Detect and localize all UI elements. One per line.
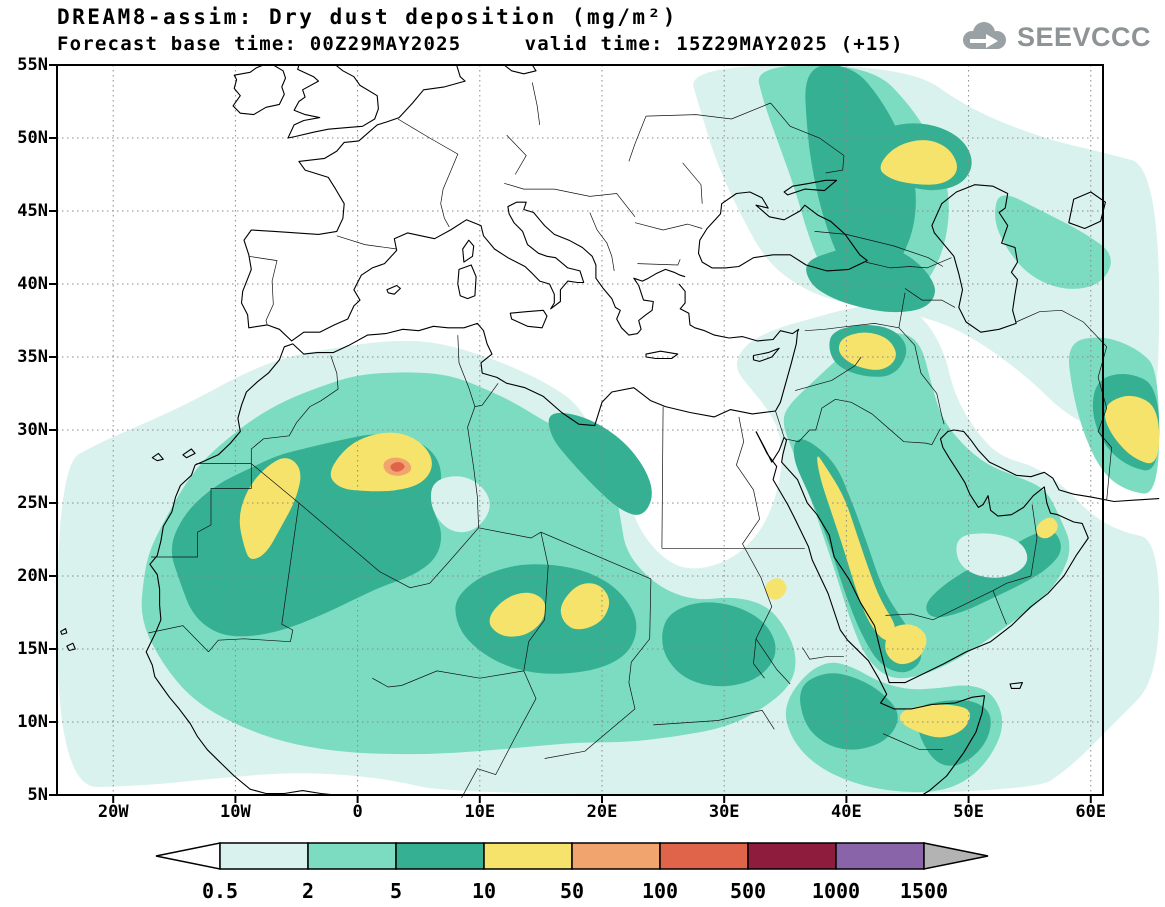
dust-region-band-3 [662, 602, 776, 687]
axis-ticks [49, 64, 1092, 803]
colorbar-legend: 0.5 2 5 10 50 100 500 1000 1500 [150, 842, 1030, 907]
coastlines [60, 64, 1160, 796]
colorbar-svg: 0.5 2 5 10 50 100 500 1000 1500 [155, 842, 989, 903]
dust-region-band-4 [900, 704, 970, 738]
lat-label: 30N [17, 420, 48, 440]
colorbar-label: 0.5 [202, 879, 238, 903]
lon-label: 40E [831, 802, 862, 822]
dust-region-band-4 [489, 592, 546, 637]
dust-region-band-3 [800, 673, 898, 750]
dust-region-band-1 [430, 476, 490, 533]
colorbar-arrow-left [155, 842, 221, 870]
dust-region-band-4 [885, 624, 927, 665]
grid-lines [57, 65, 1103, 795]
colorbar-label: 1000 [812, 879, 860, 903]
dust-region-band-4 [560, 583, 610, 630]
lon-label: 20W [97, 802, 129, 822]
colorbar-segment [219, 842, 309, 870]
dust-region-band-2 [995, 195, 1111, 289]
cloud-arrow-icon [962, 22, 1006, 49]
lon-label: 0 [352, 802, 363, 822]
dust-region-band-4 [1104, 395, 1160, 464]
seevccc-logo: SEEVCCC [958, 20, 1151, 54]
dust-region-band-4 [239, 458, 301, 559]
colorbar-segment [395, 842, 485, 870]
dust-shading [57, 65, 1160, 795]
colorbar-arrow-right [923, 842, 989, 870]
dust-region-band-3 [806, 244, 935, 313]
dust-region-band-4 [817, 456, 896, 641]
lon-label: 30E [708, 802, 740, 822]
dust-region-band-4 [880, 140, 957, 185]
lat-label: 5N [27, 785, 48, 805]
country-borders [148, 82, 1112, 799]
colorbar-label: 1500 [900, 879, 948, 903]
lon-label: 20E [586, 802, 618, 822]
dust-region-band-1 [956, 533, 1028, 578]
page-title: DREAM8-assim: Dry dust deposition (mg/m²… [57, 5, 678, 29]
dust-region-band-4 [765, 578, 787, 600]
lon-label: 50E [953, 802, 984, 822]
lat-label: 10N [17, 712, 48, 732]
dust-region-band-3 [805, 65, 916, 281]
lat-label: 15N [17, 639, 48, 659]
dust-deposition-map [49, 64, 1160, 803]
dust-region-band-4 [1036, 517, 1058, 539]
colorbar-label: 100 [642, 879, 678, 903]
logo-text: SEEVCCC [1016, 21, 1151, 52]
colorbar-segment [659, 842, 749, 870]
lat-label: 35N [17, 347, 48, 367]
dust-region-band-4 [330, 432, 432, 492]
lat-label: 45N [17, 201, 48, 221]
colorbar-segment [483, 842, 573, 870]
colorbar-segment [747, 842, 837, 870]
colorbar-segment [571, 842, 661, 870]
colorbar-label: 10 [472, 879, 496, 903]
map-plot [49, 64, 1160, 803]
forecast-times: Forecast base time: 00Z29MAY2025 valid t… [57, 33, 904, 55]
colorbar-label: 500 [730, 879, 766, 903]
dust-region-band-3 [548, 412, 652, 515]
colorbar-label: 5 [390, 879, 402, 903]
dust-region-band-6 [390, 461, 405, 472]
colorbar-label: 50 [560, 879, 584, 903]
dust-region-band-4 [838, 332, 896, 370]
lon-label: 10W [220, 802, 251, 822]
lat-label: 40N [17, 274, 48, 294]
lat-label: 25N [17, 493, 48, 513]
lat-label: 55N [17, 55, 48, 75]
colorbar-segment [835, 842, 925, 870]
lat-label: 20N [17, 566, 48, 586]
colorbar-label: 2 [302, 879, 314, 903]
lon-label: 60E [1075, 802, 1107, 822]
lon-label: 10E [464, 802, 496, 822]
colorbar-segment [307, 842, 397, 870]
lat-label: 50N [17, 128, 48, 148]
